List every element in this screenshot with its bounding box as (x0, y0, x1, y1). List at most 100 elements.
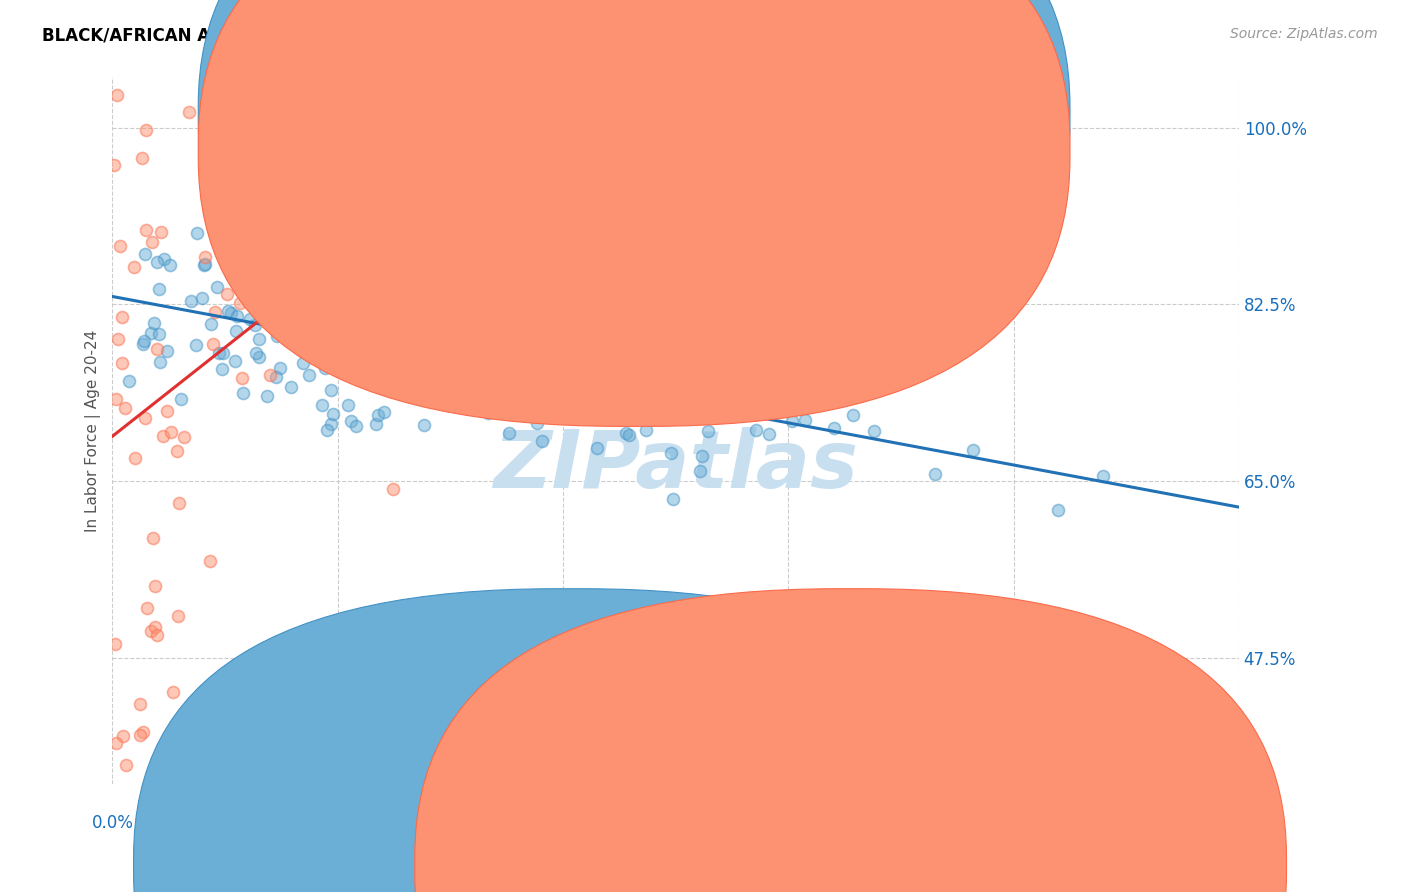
Point (225, 309, 247, 323)
Point (285, 319, 308, 334)
Point (239, 311, 262, 326)
Point (204, 305, 226, 319)
Point (655, 368, 678, 383)
Point (645, 350, 668, 364)
Point (434, 377, 457, 392)
Point (224, 354, 246, 368)
Point (250, 302, 273, 317)
Point (398, 290, 420, 304)
Point (449, 326, 471, 341)
Point (122, 260, 145, 274)
Point (136, 600, 159, 615)
Point (266, 329, 288, 343)
Point (486, 351, 509, 365)
Point (166, 444, 188, 458)
Point (201, 337, 224, 351)
Point (231, 371, 253, 385)
Point (330, 318, 353, 333)
Point (340, 414, 363, 428)
Point (111, 356, 134, 370)
Point (689, 464, 711, 478)
Point (143, 579, 166, 593)
Point (659, 446, 682, 460)
Point (366, 417, 388, 432)
Point (267, 288, 290, 302)
Point (477, 405, 499, 419)
Point (382, 482, 405, 496)
Point (274, 298, 297, 312)
Point (427, 285, 450, 300)
Point (498, 426, 520, 441)
Point (135, 122, 157, 136)
Point (124, 451, 146, 466)
Text: 0.0%: 0.0% (91, 814, 134, 832)
Point (315, 423, 337, 437)
Point (385, 326, 408, 341)
Point (530, 409, 553, 423)
Point (288, 314, 311, 328)
Point (267, 297, 290, 311)
Point (301, 162, 323, 177)
Point (243, 277, 266, 292)
Point (344, 343, 367, 357)
Point (536, 384, 558, 399)
Point (153, 252, 176, 266)
Point (614, 425, 637, 440)
Point (408, 228, 430, 243)
Point (219, 268, 242, 282)
Text: Basques: Basques (872, 857, 936, 871)
Point (159, 425, 181, 439)
Point (467, 359, 489, 373)
Point (131, 724, 153, 739)
Point (299, 155, 322, 169)
Point (780, 415, 803, 429)
Point (321, 417, 343, 431)
Point (249, 350, 271, 364)
Point (962, 443, 984, 458)
Point (734, 389, 756, 403)
Point (690, 449, 713, 463)
Point (425, 340, 447, 354)
Point (572, 343, 595, 358)
Point (564, 331, 586, 345)
Point (186, 337, 208, 351)
Point (105, 392, 128, 407)
Point (170, 392, 193, 406)
Point (305, 164, 328, 178)
Point (439, 275, 461, 289)
Point (586, 441, 609, 455)
Point (146, 255, 169, 269)
Point (364, 351, 387, 366)
Point (430, 323, 453, 337)
Point (132, 337, 155, 351)
Point (361, 344, 384, 359)
Point (219, 305, 242, 319)
Point (515, 359, 537, 374)
Point (863, 425, 886, 439)
Point (744, 423, 766, 437)
Point (1046, 503, 1069, 517)
Point (461, 349, 484, 363)
Point (134, 410, 156, 425)
Point (190, 292, 212, 306)
Point (134, 247, 156, 261)
Point (508, 397, 530, 411)
Point (420, 308, 443, 322)
Point (665, 410, 688, 425)
Point (666, 363, 689, 377)
Point (614, 334, 637, 349)
Point (502, 375, 524, 389)
Point (526, 417, 548, 431)
Point (290, 158, 312, 172)
Point (180, 293, 202, 308)
Point (229, 295, 252, 310)
Point (117, 374, 139, 388)
Point (793, 413, 815, 427)
Point (344, 418, 367, 433)
Point (308, 303, 330, 318)
Point (704, 350, 727, 364)
Point (200, 317, 222, 331)
Point (134, 334, 156, 348)
Point (513, 392, 536, 406)
Point (413, 418, 436, 433)
